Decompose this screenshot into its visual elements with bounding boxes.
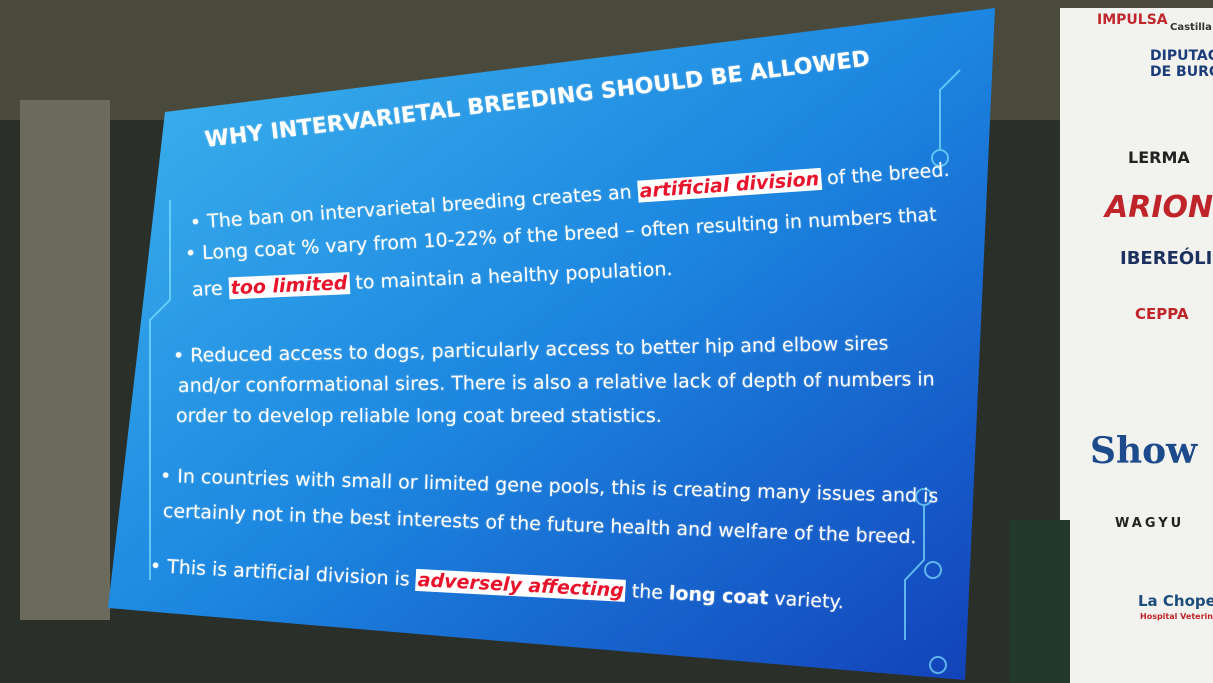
sponsor: Castilla y L bbox=[1170, 22, 1213, 33]
sponsor: La Chopera bbox=[1138, 592, 1213, 610]
text: the bbox=[625, 580, 669, 604]
sponsor: DE BURG bbox=[1150, 64, 1213, 80]
sponsor: Hospital Veterinari bbox=[1140, 612, 1213, 621]
sponsor: WAGYU bbox=[1115, 516, 1184, 531]
bullet-line: order to develop reliable long coat bree… bbox=[176, 405, 662, 427]
sponsor: CEPPA bbox=[1135, 305, 1188, 323]
sponsor: DIPUTACI bbox=[1150, 48, 1213, 64]
sponsor: Show bbox=[1090, 430, 1197, 472]
sponsor: ARION bbox=[1105, 190, 1213, 225]
sponsor: IMPULSA bbox=[1097, 12, 1168, 28]
sponsor: LERMA bbox=[1128, 148, 1190, 167]
scene: WHY INTERVARIETAL BREEDING SHOULD BE ALL… bbox=[0, 0, 1213, 683]
text: are bbox=[192, 277, 230, 301]
text: variety. bbox=[768, 587, 845, 613]
